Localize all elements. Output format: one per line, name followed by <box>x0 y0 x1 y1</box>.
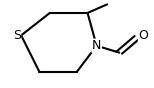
Text: N: N <box>92 39 101 52</box>
Text: O: O <box>138 29 148 42</box>
Text: S: S <box>13 29 21 42</box>
